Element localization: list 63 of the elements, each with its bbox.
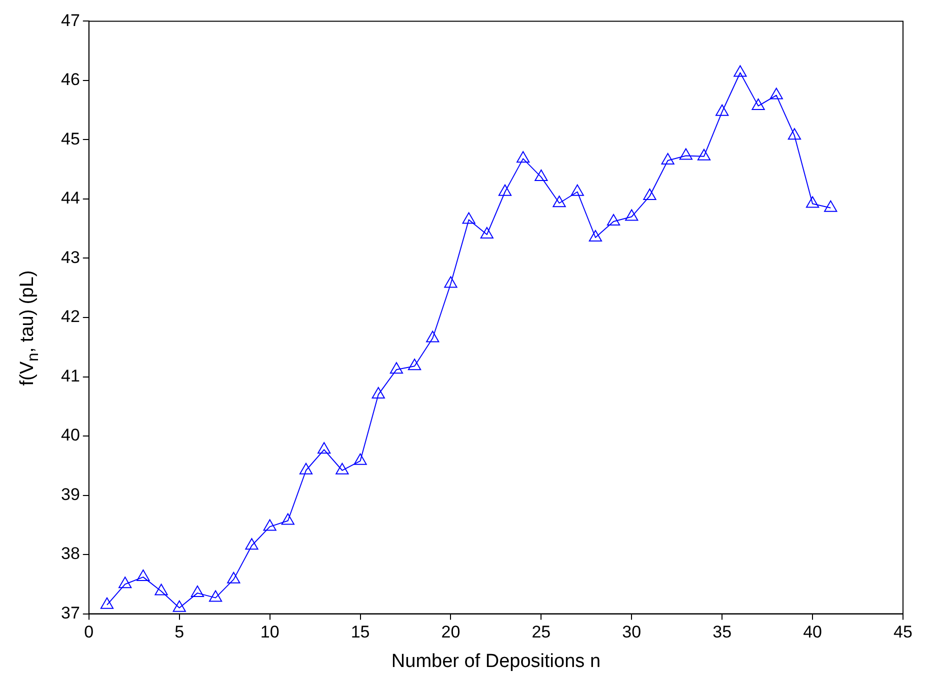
point [697, 148, 711, 160]
y-tick-label: 40 [60, 426, 80, 445]
point [136, 570, 150, 582]
y-tick-label: 39 [60, 484, 80, 504]
point [643, 188, 656, 200]
point [824, 200, 838, 212]
point [190, 586, 204, 598]
point [552, 196, 566, 208]
point [716, 104, 729, 116]
y-tick-label: 45 [60, 129, 80, 148]
point [734, 65, 747, 77]
point [606, 214, 620, 226]
point [462, 212, 476, 224]
y-tick-label: 42 [60, 307, 80, 326]
point [208, 590, 222, 602]
point [788, 128, 802, 140]
x-tick-label: 20 [441, 622, 460, 642]
point [118, 576, 132, 588]
point [354, 453, 367, 465]
x-tick-label: 0 [84, 622, 94, 642]
x-tick-label: 10 [260, 622, 280, 642]
x-tick-label: 40 [803, 622, 822, 642]
point [752, 98, 765, 110]
point [172, 600, 186, 612]
y-tick-label: 41 [60, 366, 80, 386]
point [390, 362, 404, 374]
point [661, 152, 674, 164]
point [625, 209, 638, 221]
point [588, 230, 602, 242]
y-tick-label: 37 [60, 603, 80, 622]
point [444, 276, 458, 288]
point [299, 462, 313, 474]
y-tick-label: 38 [60, 544, 80, 564]
x-tick-label: 45 [894, 622, 912, 642]
x-tick-label: 15 [350, 622, 370, 642]
point [498, 184, 512, 196]
y-tick-label: 43 [60, 248, 80, 267]
point [570, 184, 584, 196]
y-tick-label: 47 [60, 10, 80, 30]
point [100, 597, 114, 609]
point [408, 358, 422, 370]
point [263, 519, 276, 531]
point [534, 170, 548, 182]
x-axis-title: Number of Depositions n [391, 650, 601, 672]
point [426, 330, 440, 342]
point [281, 513, 294, 525]
point [806, 196, 820, 208]
x-tick-label: 5 [174, 622, 184, 642]
point [245, 538, 258, 550]
point [770, 88, 783, 100]
x-tick-label: 30 [622, 622, 642, 642]
point [516, 151, 530, 163]
point [154, 584, 168, 596]
x-tick-label: 25 [532, 622, 551, 642]
point [679, 148, 692, 160]
point [318, 442, 331, 454]
y-tick-label: 44 [60, 188, 80, 208]
x-tick-label: 35 [712, 622, 732, 642]
point [227, 572, 240, 584]
point [372, 387, 385, 399]
point [336, 462, 349, 474]
point [480, 227, 494, 239]
y-tick-label: 46 [60, 70, 80, 90]
